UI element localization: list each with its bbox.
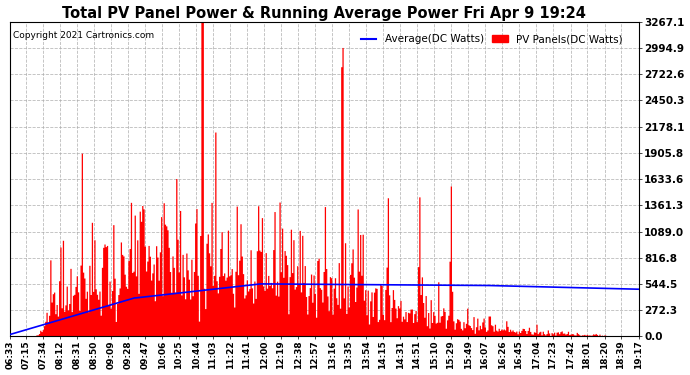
Text: Copyright 2021 Cartronics.com: Copyright 2021 Cartronics.com: [13, 31, 155, 40]
Title: Total PV Panel Power & Running Average Power Fri Apr 9 19:24: Total PV Panel Power & Running Average P…: [62, 6, 586, 21]
Legend: Average(DC Watts), PV Panels(DC Watts): Average(DC Watts), PV Panels(DC Watts): [357, 30, 627, 48]
